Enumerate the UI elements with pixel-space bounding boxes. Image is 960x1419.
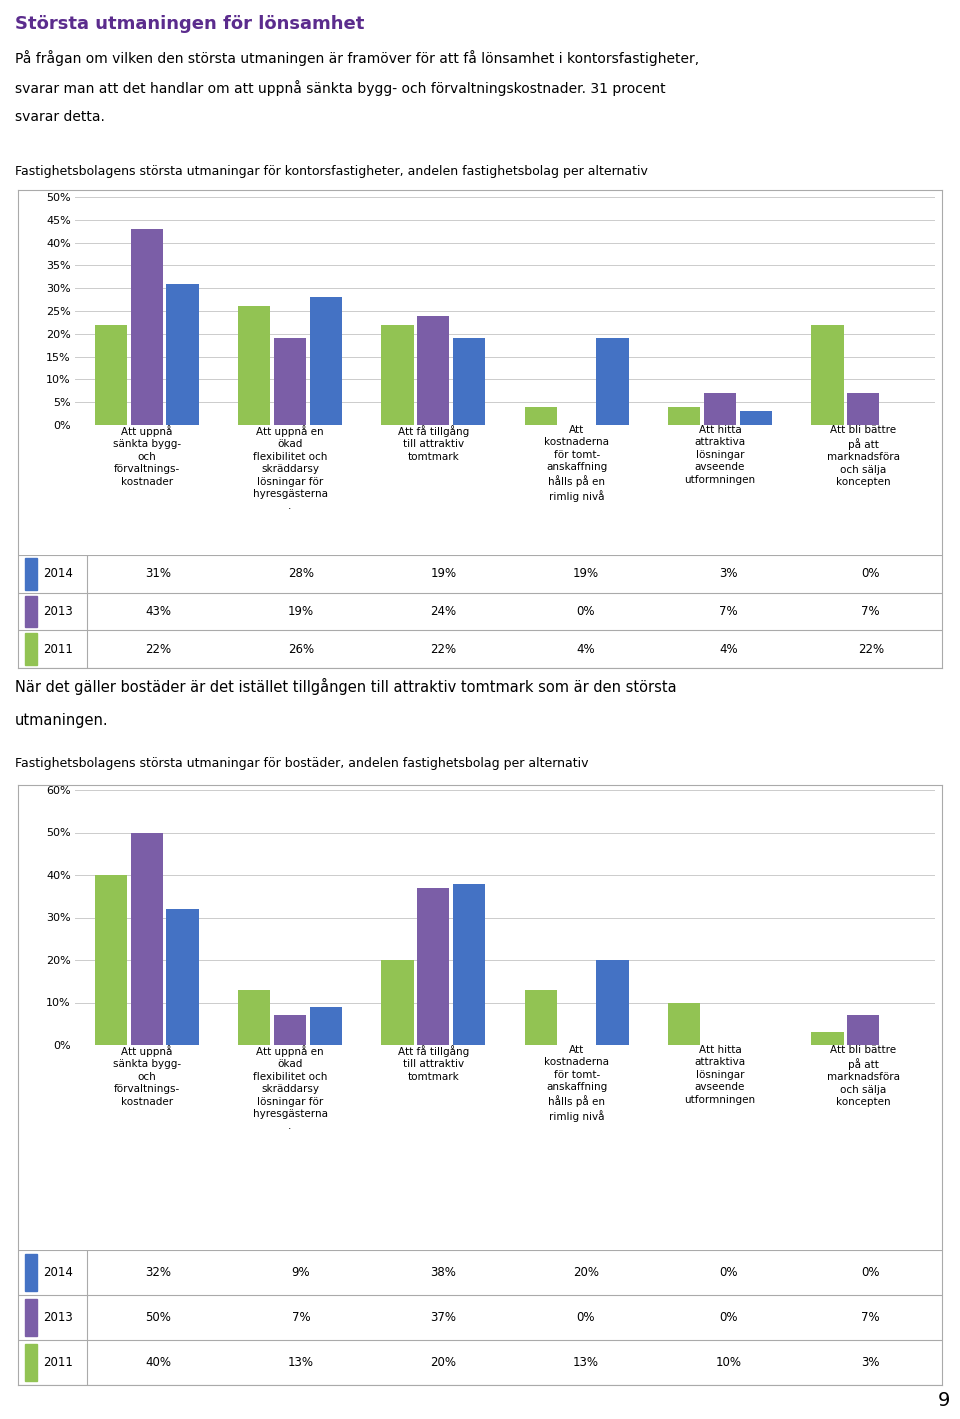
Text: 3%: 3% xyxy=(861,1357,880,1369)
Text: 0%: 0% xyxy=(861,568,880,580)
Text: Största utmaningen för lönsamhet: Största utmaningen för lönsamhet xyxy=(15,16,365,33)
Text: Att
kostnaderna
för tomt-
anskaffning
hålls på en
rimlig nivå: Att kostnaderna för tomt- anskaffning hå… xyxy=(544,1044,610,1122)
Text: 0%: 0% xyxy=(577,604,595,619)
Bar xyxy=(668,407,700,426)
Text: Att hitta
attraktiva
lösningar
avseende
utformningen: Att hitta attraktiva lösningar avseende … xyxy=(684,1044,756,1104)
Bar xyxy=(704,393,736,426)
Text: 7%: 7% xyxy=(719,604,737,619)
Bar xyxy=(310,1006,342,1044)
Text: 19%: 19% xyxy=(430,568,457,580)
Bar xyxy=(274,1015,306,1044)
Text: 13%: 13% xyxy=(573,1357,599,1369)
Text: 38%: 38% xyxy=(430,1266,456,1279)
Text: utmaningen.: utmaningen. xyxy=(15,712,108,728)
Text: 31%: 31% xyxy=(146,568,172,580)
Bar xyxy=(525,989,557,1044)
Text: 2013: 2013 xyxy=(43,1311,73,1324)
Bar xyxy=(25,596,37,627)
Bar xyxy=(740,412,772,426)
Text: 0%: 0% xyxy=(861,1266,880,1279)
Text: 0%: 0% xyxy=(577,1311,595,1324)
Text: Att bli bättre
på att
marknadsföra
och sälja
koncepten: Att bli bättre på att marknadsföra och s… xyxy=(827,426,900,487)
Bar xyxy=(95,325,127,426)
Text: 24%: 24% xyxy=(430,604,457,619)
Bar xyxy=(274,338,306,426)
Bar xyxy=(25,633,37,666)
Text: 20%: 20% xyxy=(430,1357,456,1369)
Text: svarar detta.: svarar detta. xyxy=(15,109,105,123)
Text: 2014: 2014 xyxy=(43,568,73,580)
Text: 7%: 7% xyxy=(861,604,880,619)
Text: Att
kostnaderna
för tomt-
anskaffning
hålls på en
rimlig nivå: Att kostnaderna för tomt- anskaffning hå… xyxy=(544,426,610,502)
Bar xyxy=(238,989,271,1044)
Bar xyxy=(95,876,127,1044)
Text: 4%: 4% xyxy=(719,643,737,656)
Text: Att uppnå
sänkta bygg-
och
förvaltnings-
kostnader: Att uppnå sänkta bygg- och förvaltnings-… xyxy=(112,426,180,487)
Bar xyxy=(310,298,342,426)
Text: Att hitta
attraktiva
lösningar
avseende
utformningen: Att hitta attraktiva lösningar avseende … xyxy=(684,426,756,485)
Bar xyxy=(848,393,879,426)
Bar xyxy=(848,1015,879,1044)
Text: På frågan om vilken den största utmaningen är framöver för att få lönsamhet i ko: På frågan om vilken den största utmaning… xyxy=(15,50,699,67)
Bar xyxy=(811,1032,844,1044)
Bar xyxy=(596,338,629,426)
Bar xyxy=(418,315,449,426)
Text: Att uppnå en
ökad
flexibilitet och
skräddarsy
lösningar för
hyresgästerna
.: Att uppnå en ökad flexibilitet och skräd… xyxy=(252,1044,327,1131)
Text: 4%: 4% xyxy=(577,643,595,656)
Bar xyxy=(131,833,163,1044)
Text: 32%: 32% xyxy=(146,1266,172,1279)
Bar xyxy=(811,325,844,426)
Text: Att få tillgång
till attraktiv
tomtmark: Att få tillgång till attraktiv tomtmark xyxy=(397,1044,468,1081)
Bar xyxy=(381,961,414,1044)
Text: 20%: 20% xyxy=(573,1266,599,1279)
Text: 2014: 2014 xyxy=(43,1266,73,1279)
Bar xyxy=(166,910,199,1044)
Text: När det gäller bostäder är det istället tillgången till attraktiv tomtmark som ä: När det gäller bostäder är det istället … xyxy=(15,678,677,695)
Text: 0%: 0% xyxy=(719,1266,737,1279)
Bar xyxy=(381,325,414,426)
Bar xyxy=(25,558,37,590)
Text: svarar man att det handlar om att uppnå sänkta bygg- och förvaltningskostnader. : svarar man att det handlar om att uppnå … xyxy=(15,79,665,96)
Text: 19%: 19% xyxy=(288,604,314,619)
Text: Fastighetsbolagens största utmaningar för kontorsfastigheter, andelen fastighets: Fastighetsbolagens största utmaningar fö… xyxy=(15,165,648,177)
Text: Att uppnå
sänkta bygg-
och
förvaltnings-
kostnader: Att uppnå sänkta bygg- och förvaltnings-… xyxy=(112,1044,180,1107)
Bar xyxy=(525,407,557,426)
Text: 2013: 2013 xyxy=(43,604,73,619)
Text: 28%: 28% xyxy=(288,568,314,580)
Text: 9: 9 xyxy=(938,1391,950,1409)
Text: 9%: 9% xyxy=(292,1266,310,1279)
Bar xyxy=(25,1253,37,1291)
Text: 19%: 19% xyxy=(573,568,599,580)
Text: 7%: 7% xyxy=(861,1311,880,1324)
Text: 13%: 13% xyxy=(288,1357,314,1369)
Bar xyxy=(453,884,486,1044)
Text: 26%: 26% xyxy=(288,643,314,656)
Bar xyxy=(166,284,199,426)
Text: Fastighetsbolagens största utmaningar för bostäder, andelen fastighetsbolag per : Fastighetsbolagens största utmaningar fö… xyxy=(15,758,588,771)
Text: Att få tillgång
till attraktiv
tomtmark: Att få tillgång till attraktiv tomtmark xyxy=(397,426,468,461)
Text: 22%: 22% xyxy=(146,643,172,656)
Text: 43%: 43% xyxy=(146,604,172,619)
Bar xyxy=(25,1344,37,1382)
Text: 10%: 10% xyxy=(715,1357,741,1369)
Bar xyxy=(238,307,271,426)
Text: 40%: 40% xyxy=(146,1357,172,1369)
Bar xyxy=(453,338,486,426)
Text: 2011: 2011 xyxy=(43,643,73,656)
Text: 7%: 7% xyxy=(292,1311,310,1324)
Text: Att bli bättre
på att
marknadsföra
och sälja
koncepten: Att bli bättre på att marknadsföra och s… xyxy=(827,1044,900,1107)
Bar xyxy=(131,228,163,426)
Bar xyxy=(418,888,449,1044)
Bar xyxy=(668,1002,700,1044)
Text: 50%: 50% xyxy=(146,1311,172,1324)
Text: 3%: 3% xyxy=(719,568,737,580)
Text: 22%: 22% xyxy=(430,643,457,656)
Text: 22%: 22% xyxy=(857,643,884,656)
Bar xyxy=(25,1298,37,1337)
Text: 0%: 0% xyxy=(719,1311,737,1324)
Bar xyxy=(596,961,629,1044)
Text: 37%: 37% xyxy=(430,1311,456,1324)
Text: 2011: 2011 xyxy=(43,1357,73,1369)
Text: Att uppnå en
ökad
flexibilitet och
skräddarsy
lösningar för
hyresgästerna
.: Att uppnå en ökad flexibilitet och skräd… xyxy=(252,426,327,511)
